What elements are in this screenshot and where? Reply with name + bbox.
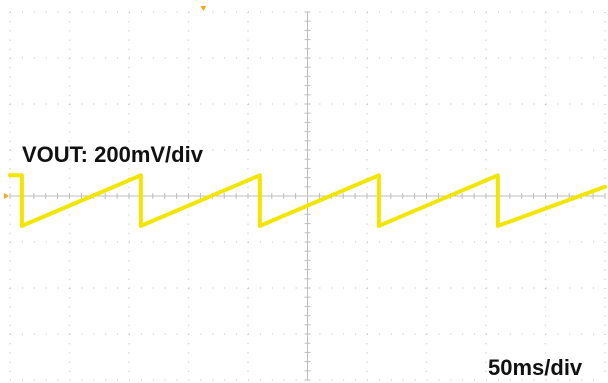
trigger-marker — [200, 6, 207, 11]
ground-marker — [4, 193, 9, 199]
scope-markers — [4, 6, 207, 199]
vout-trace-group — [8, 173, 607, 228]
graticule — [9, 11, 606, 381]
time-scale-label: 50ms/div — [488, 355, 583, 380]
channel-scale-label: VOUT: 200mV/div — [22, 142, 204, 167]
vout-trace — [8, 173, 607, 228]
